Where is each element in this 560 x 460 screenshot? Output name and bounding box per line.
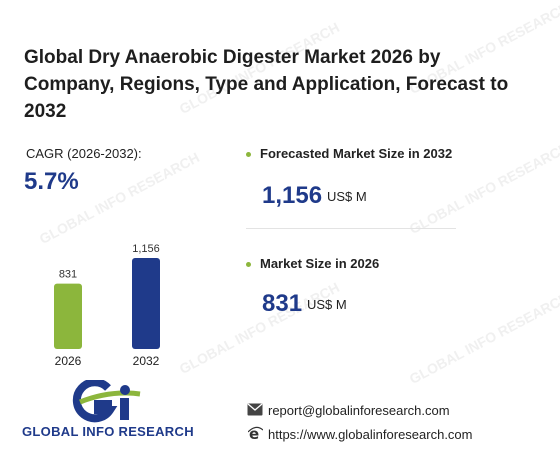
cagr-label: CAGR (2026-2032): [26, 146, 142, 161]
cagr-value: 5.7% [24, 168, 79, 195]
forecast-unit: US$ M [327, 189, 367, 204]
divider [246, 228, 456, 229]
current-label: Market Size in 2026 [260, 256, 380, 271]
bar-2032 [132, 258, 160, 349]
envelope-icon [247, 403, 263, 416]
forecast-value: 1,156 [262, 182, 323, 209]
bullet-icon [246, 152, 251, 157]
bullet-icon [246, 262, 251, 267]
page-title: Global Dry Anaerobic Digester Market 202… [24, 47, 509, 122]
current-value: 831 [262, 290, 303, 317]
svg-text:e: e [249, 426, 259, 441]
x-tick-label: 2026 [55, 354, 82, 368]
x-tick-label: 2032 [133, 354, 160, 368]
bar-value-label: 1,156 [132, 243, 160, 255]
watermark: GLOBAL INFO RESEARCH [406, 289, 560, 387]
forecast-label: Forecasted Market Size in 2032 [260, 146, 453, 161]
browser-e-icon: e [248, 426, 263, 441]
current-unit: US$ M [307, 297, 347, 312]
bar-value-label: 831 [59, 269, 77, 281]
bar-2026 [54, 283, 82, 349]
gi-logo-icon [72, 380, 141, 423]
bar-chart: 831 2026 1,156 2032 [54, 243, 160, 368]
contact-email[interactable]: report@globalinforesearch.com [268, 403, 450, 418]
logo-text: GLOBAL INFO RESEARCH [22, 424, 194, 439]
contact-website[interactable]: https://www.globalinforesearch.com [268, 427, 473, 442]
